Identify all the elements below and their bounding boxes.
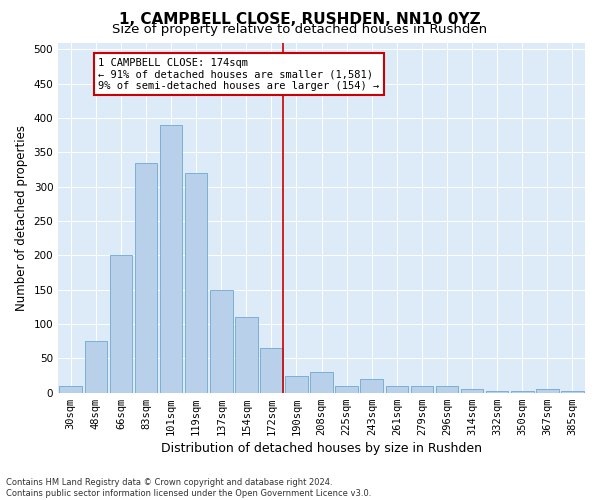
Bar xyxy=(210,290,233,393)
Bar xyxy=(361,379,383,392)
Bar xyxy=(160,125,182,392)
Text: Contains HM Land Registry data © Crown copyright and database right 2024.
Contai: Contains HM Land Registry data © Crown c… xyxy=(6,478,371,498)
Text: 1, CAMPBELL CLOSE, RUSHDEN, NN10 0YZ: 1, CAMPBELL CLOSE, RUSHDEN, NN10 0YZ xyxy=(119,12,481,28)
X-axis label: Distribution of detached houses by size in Rushden: Distribution of detached houses by size … xyxy=(161,442,482,455)
Bar xyxy=(461,390,484,392)
Bar xyxy=(310,372,333,392)
Text: 1 CAMPBELL CLOSE: 174sqm
← 91% of detached houses are smaller (1,581)
9% of semi: 1 CAMPBELL CLOSE: 174sqm ← 91% of detach… xyxy=(98,58,380,91)
Bar xyxy=(134,162,157,392)
Bar xyxy=(335,386,358,392)
Bar xyxy=(185,173,208,392)
Bar xyxy=(110,256,132,392)
Bar xyxy=(59,386,82,392)
Bar xyxy=(386,386,408,392)
Bar xyxy=(536,390,559,392)
Bar xyxy=(235,317,257,392)
Bar xyxy=(85,341,107,392)
Y-axis label: Number of detached properties: Number of detached properties xyxy=(15,124,28,310)
Bar xyxy=(410,386,433,392)
Bar xyxy=(285,376,308,392)
Bar xyxy=(436,386,458,392)
Text: Size of property relative to detached houses in Rushden: Size of property relative to detached ho… xyxy=(112,22,488,36)
Bar xyxy=(260,348,283,393)
